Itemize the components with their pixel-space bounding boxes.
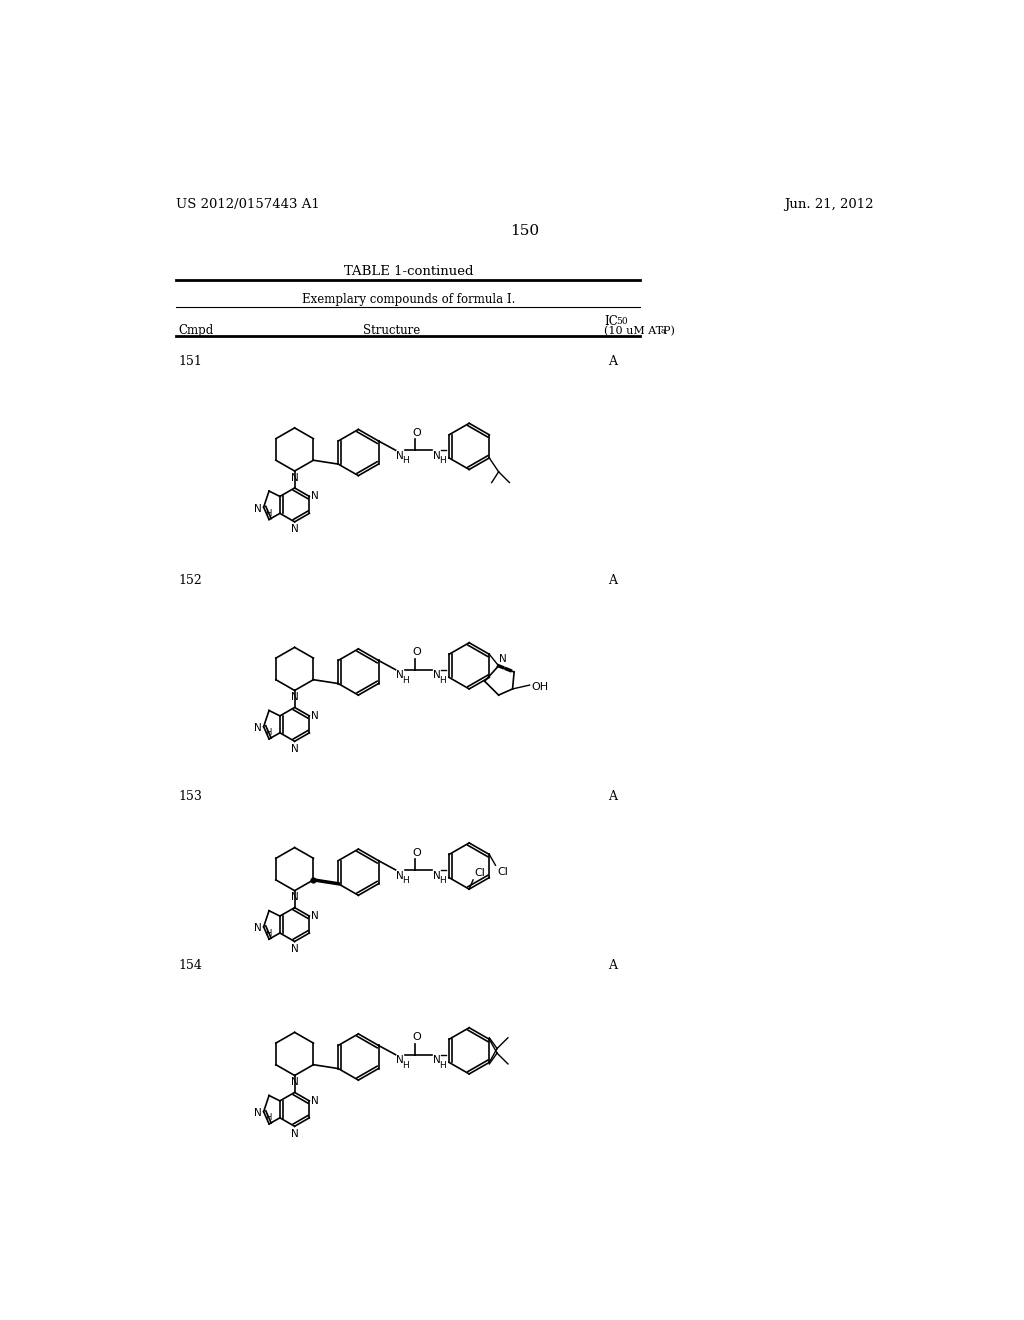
Text: N: N <box>291 1129 299 1139</box>
Text: 152: 152 <box>178 574 202 587</box>
Text: N: N <box>254 924 262 933</box>
Text: H: H <box>265 1113 271 1122</box>
Text: A: A <box>608 574 617 587</box>
Text: N: N <box>291 473 299 483</box>
Text: N: N <box>254 504 262 513</box>
Text: N: N <box>291 892 299 902</box>
Text: 151: 151 <box>178 355 203 368</box>
Text: N: N <box>254 1109 262 1118</box>
Text: N: N <box>396 451 404 461</box>
Text: N: N <box>311 711 318 721</box>
Text: O: O <box>412 847 421 858</box>
Text: N: N <box>291 1077 299 1086</box>
Text: N: N <box>254 723 262 733</box>
Text: H: H <box>265 928 271 937</box>
Text: N: N <box>396 871 404 880</box>
Text: US 2012/0157443 A1: US 2012/0157443 A1 <box>176 198 319 211</box>
Text: A: A <box>608 960 617 973</box>
Text: O: O <box>412 428 421 438</box>
Text: 150: 150 <box>510 224 540 238</box>
Text: N: N <box>311 911 318 921</box>
Text: H: H <box>265 729 271 738</box>
Text: 50: 50 <box>616 317 628 326</box>
Text: H: H <box>402 1061 410 1069</box>
Text: O: O <box>412 1032 421 1043</box>
Text: Cl: Cl <box>497 867 508 876</box>
Text: N: N <box>291 944 299 954</box>
Text: H: H <box>402 676 410 685</box>
Text: H: H <box>402 457 410 466</box>
Text: Jun. 21, 2012: Jun. 21, 2012 <box>784 198 873 211</box>
Text: 153: 153 <box>178 789 203 803</box>
Text: N: N <box>433 871 440 880</box>
Text: A: A <box>608 355 617 368</box>
Text: H: H <box>402 876 410 884</box>
Text: TABLE 1-continued: TABLE 1-continued <box>344 264 473 277</box>
Text: IC: IC <box>604 314 617 327</box>
Text: N: N <box>500 655 507 664</box>
Text: N: N <box>433 1056 440 1065</box>
Text: OH: OH <box>531 681 548 692</box>
Text: N: N <box>311 491 318 502</box>
Text: Cl: Cl <box>474 869 485 878</box>
Text: Cmpd: Cmpd <box>178 323 214 337</box>
Text: N: N <box>433 671 440 680</box>
Text: A: A <box>608 789 617 803</box>
Text: a: a <box>660 327 666 335</box>
Text: N: N <box>433 451 440 461</box>
Text: H: H <box>439 1061 445 1069</box>
Text: H: H <box>439 676 445 685</box>
Text: N: N <box>311 1096 318 1106</box>
Text: O: O <box>412 647 421 657</box>
Text: Structure: Structure <box>362 323 420 337</box>
Text: (10 uM ATP): (10 uM ATP) <box>604 326 675 335</box>
Text: N: N <box>291 743 299 754</box>
Text: N: N <box>396 1056 404 1065</box>
Text: N: N <box>291 524 299 535</box>
Text: H: H <box>265 510 271 517</box>
Text: N: N <box>291 692 299 702</box>
Text: H: H <box>439 876 445 884</box>
Text: H: H <box>439 457 445 466</box>
Text: 154: 154 <box>178 960 203 973</box>
Text: N: N <box>396 671 404 680</box>
Text: Exemplary compounds of formula I.: Exemplary compounds of formula I. <box>302 293 515 306</box>
